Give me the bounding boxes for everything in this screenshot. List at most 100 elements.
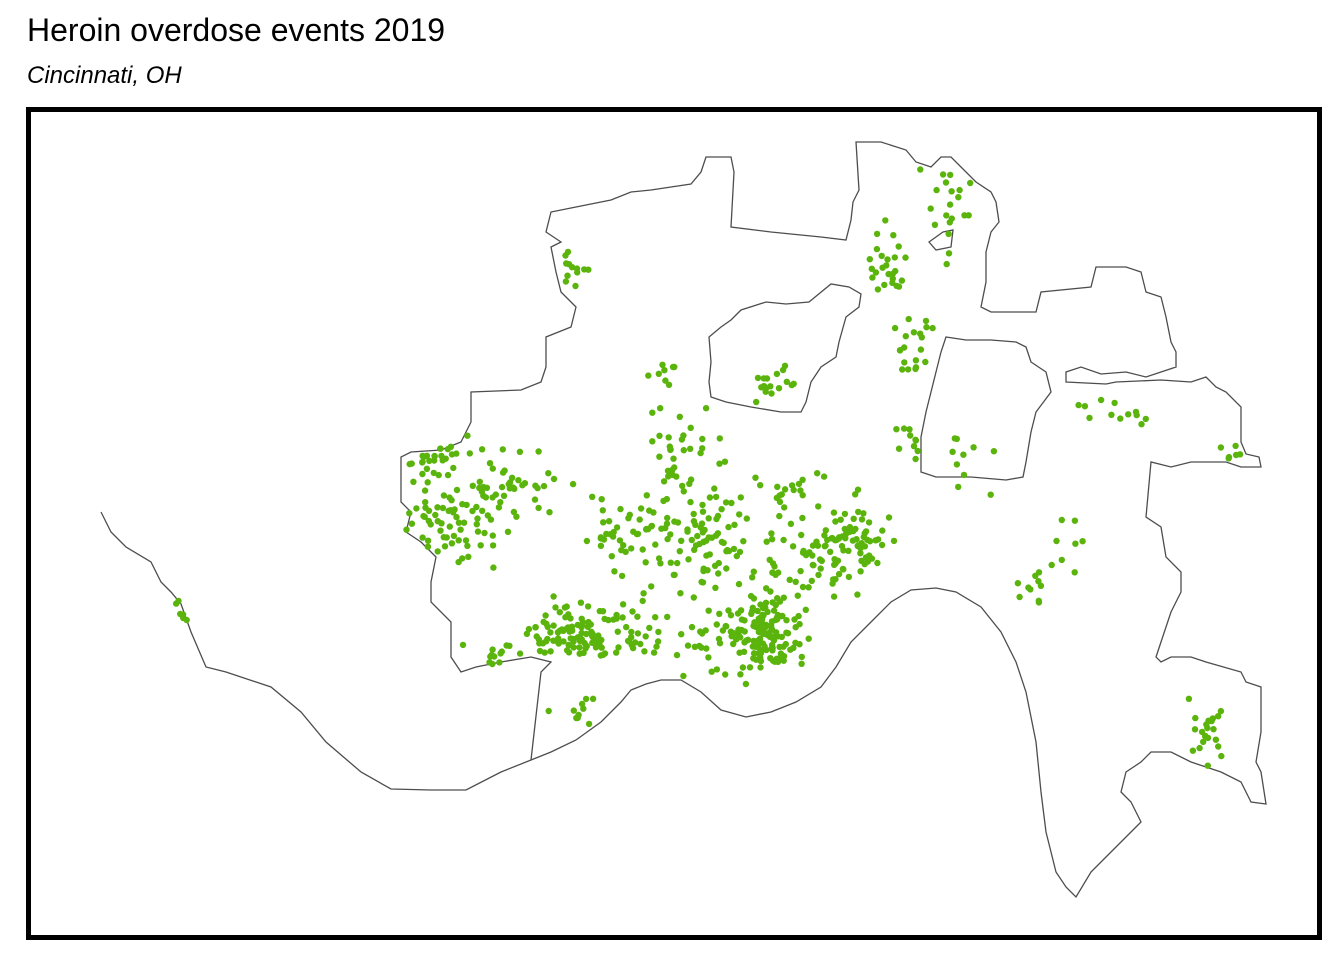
overdose-point <box>730 640 737 648</box>
overdose-point <box>499 469 507 476</box>
overdose-point <box>748 608 756 615</box>
overdose-point <box>754 374 762 382</box>
overdose-point <box>753 398 760 406</box>
overdose-point <box>1217 444 1225 451</box>
overdose-point <box>592 644 600 651</box>
overdose-point <box>809 542 817 549</box>
overdose-point <box>648 583 655 590</box>
overdose-point <box>516 650 524 657</box>
overdose-point <box>685 556 692 563</box>
overdose-point <box>716 610 723 617</box>
overdose-point <box>874 559 881 567</box>
overdose-point <box>873 230 881 238</box>
overdose-point <box>438 520 445 527</box>
overdose-point <box>881 281 888 289</box>
overdose-point <box>487 516 495 523</box>
overdose-point <box>439 504 447 512</box>
overdose-point <box>905 315 912 323</box>
overdose-point <box>864 536 871 543</box>
overdose-point <box>774 595 781 602</box>
overdose-point <box>419 470 426 478</box>
overdose-point <box>556 627 564 634</box>
overdose-point <box>478 488 486 495</box>
overdose-point <box>849 537 857 544</box>
overdose-point <box>902 333 909 340</box>
overdose-point <box>845 547 852 554</box>
overdose-point <box>639 597 646 605</box>
overdose-point <box>786 576 793 583</box>
overdose-point <box>1081 403 1089 410</box>
overdose-point <box>754 607 761 615</box>
overdose-point <box>580 705 587 712</box>
overdose-point <box>673 473 680 480</box>
overdose-point <box>1111 399 1118 407</box>
overdose-point <box>1132 408 1140 416</box>
overdose-point <box>618 572 626 580</box>
overdose-point <box>533 633 540 640</box>
overdose-point <box>781 362 789 369</box>
overdose-point <box>649 438 656 445</box>
overdose-point <box>763 538 770 545</box>
overdose-point <box>474 528 482 535</box>
overdose-point <box>711 485 718 492</box>
overdose-point <box>1079 538 1086 545</box>
boundary-hole-small <box>928 229 954 251</box>
overdose-point <box>513 513 520 520</box>
overdose-point <box>657 560 664 567</box>
overdose-point <box>933 186 940 194</box>
overdose-point <box>768 618 776 625</box>
overdose-point <box>676 413 683 420</box>
overdose-point <box>866 256 873 263</box>
overdose-point <box>752 474 759 481</box>
overdose-point <box>1212 736 1220 743</box>
overdose-point <box>600 536 608 543</box>
overdose-point <box>1202 732 1209 740</box>
overdose-point <box>460 519 468 526</box>
overdose-point <box>564 272 571 279</box>
overdose-point <box>609 533 617 540</box>
overdose-point <box>1138 421 1145 428</box>
overdose-point <box>421 513 428 520</box>
overdose-point <box>179 611 187 618</box>
overdose-point <box>678 631 685 638</box>
overdose-point <box>780 594 787 601</box>
overdose-point <box>773 494 780 502</box>
overdose-point <box>800 547 807 555</box>
overdose-point <box>656 453 663 460</box>
overdose-point <box>552 604 559 611</box>
overdose-point <box>796 620 803 628</box>
overdose-point <box>1035 569 1043 576</box>
overdose-point <box>705 607 712 614</box>
overdose-point <box>560 638 567 645</box>
overdose-point <box>817 565 824 572</box>
overdose-point <box>740 648 748 655</box>
overdose-point <box>464 432 471 439</box>
overdose-point <box>768 390 775 397</box>
overdose-point <box>690 510 697 518</box>
overdose-point <box>845 573 853 581</box>
overdose-point <box>1215 743 1222 750</box>
overdose-point <box>792 578 799 585</box>
overdose-point <box>1075 401 1082 409</box>
map-panel[interactable] <box>26 107 1322 940</box>
overdose-point <box>510 508 518 516</box>
overdose-point <box>781 504 788 511</box>
overdose-point <box>419 458 426 466</box>
overdose-point <box>699 501 706 509</box>
overdose-point <box>868 265 875 272</box>
overdose-point <box>613 649 620 656</box>
overdose-point <box>815 571 822 579</box>
overdose-point <box>773 370 781 378</box>
overdose-point <box>550 622 557 629</box>
overdose-point <box>645 372 652 379</box>
overdose-point <box>861 543 869 550</box>
overdose-point <box>521 480 529 487</box>
overdose-point <box>772 571 779 578</box>
overdose-point <box>931 221 939 228</box>
overdose-point <box>563 260 570 267</box>
overdose-point <box>665 434 672 441</box>
overdose-point <box>678 537 685 544</box>
overdose-point <box>568 626 575 633</box>
overdose-point <box>569 480 577 488</box>
map-canvas[interactable] <box>31 112 1317 935</box>
